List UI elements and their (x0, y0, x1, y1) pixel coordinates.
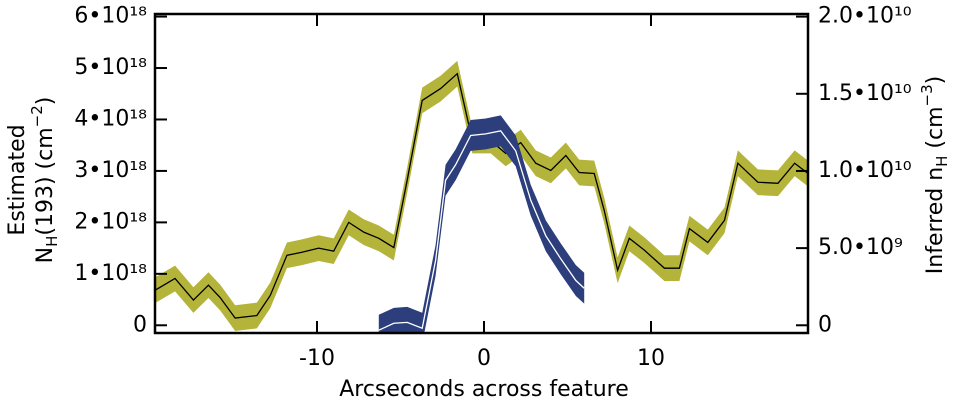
y-axis-title-part: N (33, 247, 58, 263)
x-tick-label: 0 (477, 346, 491, 371)
y2-tick-label: 1.0•10¹⁰ (818, 158, 912, 183)
y-tick-label: 4•10¹⁸ (74, 106, 147, 131)
error-band (378, 115, 585, 333)
y-axis-title-part: ) (33, 97, 58, 106)
plot-frame (153, 12, 810, 335)
y-tick-label: 2•10¹⁸ (74, 209, 147, 234)
y-tick-label: 3•10¹⁸ (74, 158, 147, 183)
y-tick-label: 6•10¹⁸ (74, 4, 147, 29)
x-tick-label: -10 (299, 346, 335, 371)
y-axis-title-part: (193) (cm (33, 127, 58, 235)
y-axis-title-part: H (43, 236, 61, 247)
y-tick-label: 0 (133, 312, 147, 337)
y2-tick-label: 1.5•10¹⁰ (818, 81, 912, 106)
y2-axis-title-part: ) (923, 76, 948, 85)
y2-axis-title: Inferred nH (cm−3) (918, 76, 951, 274)
y-tick-label: 5•10¹⁸ (74, 55, 147, 80)
y2-axis-title-part: −3 (918, 84, 936, 106)
x-axis-title: Arcseconds across feature (339, 377, 629, 402)
y2-axis-title-part: Inferred n (923, 167, 948, 274)
y2-tick-label: 5.0•10⁹ (818, 235, 903, 260)
y2-tick-label: 2.0•10¹⁰ (818, 4, 912, 29)
y2-axis-title-part: H (933, 156, 951, 167)
y-axis-title: NH(193) (cm−2) (28, 97, 61, 264)
y2-axis-title-part: (cm (923, 106, 948, 155)
x-tick-label: 10 (637, 346, 665, 371)
series-line (155, 72, 808, 319)
y-tick-label: 1•10¹⁸ (74, 261, 147, 286)
y-axis-title-part: −2 (28, 105, 46, 127)
series-line (378, 130, 585, 331)
error-band (155, 60, 808, 331)
y2-tick-label: 0 (818, 312, 832, 337)
y-axis-title: Estimated (5, 124, 30, 235)
